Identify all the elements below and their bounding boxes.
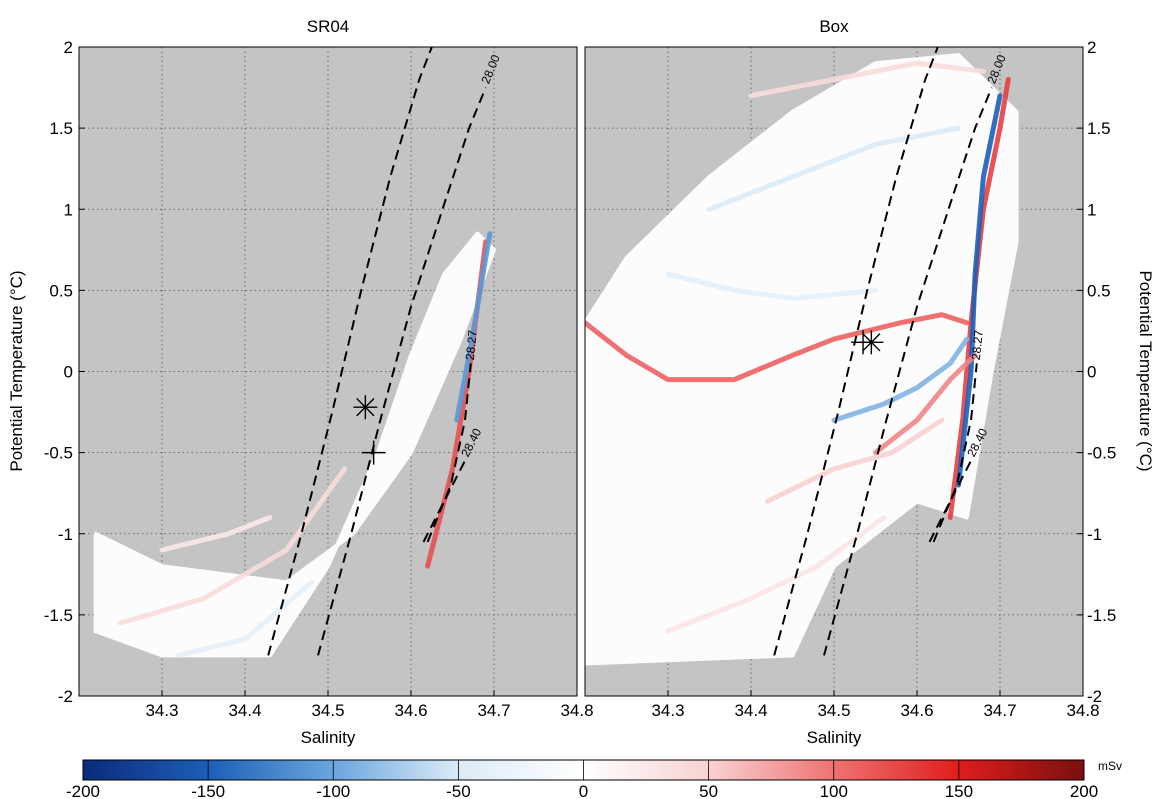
isopycnal-line bbox=[823, 87, 993, 656]
transport-track bbox=[707, 125, 961, 212]
y-tick-label: 2 bbox=[64, 38, 73, 57]
panel-title: Box bbox=[819, 17, 849, 36]
y-tick-label: -1 bbox=[1087, 525, 1102, 544]
colorbar-tick-label: 0 bbox=[579, 782, 588, 799]
y-axis-label: Potential Temperature (°C) bbox=[7, 270, 26, 471]
x-ticks: 34.3 34.4 34.5 34.6 34.7 34.8 bbox=[145, 690, 594, 720]
markers bbox=[851, 330, 884, 355]
colorbar-tick-label: 50 bbox=[699, 782, 718, 799]
y-tick-label: -2 bbox=[1087, 687, 1102, 706]
x-tick-label: 34.4 bbox=[734, 701, 767, 720]
isopycnal-label: 27.8 bbox=[931, 18, 953, 45]
y-tick-label: -0.5 bbox=[44, 444, 73, 463]
y-tick-label: -1.5 bbox=[1087, 606, 1116, 625]
x-tick-label: 34.8 bbox=[1066, 701, 1099, 720]
isopycnal-label: 28.27 bbox=[969, 329, 986, 361]
grid-lines bbox=[79, 46, 578, 697]
transport-track bbox=[873, 352, 978, 456]
transport-track bbox=[454, 231, 493, 423]
y-tick-label: -1 bbox=[58, 525, 73, 544]
colorbar-tick-label: 150 bbox=[945, 782, 973, 799]
x-tick-label: 34.6 bbox=[394, 701, 427, 720]
colorbar-tick-label: -100 bbox=[316, 782, 350, 799]
isopycnal-label: 28.27 bbox=[463, 329, 480, 361]
x-tick-label: 34.8 bbox=[560, 701, 593, 720]
colorbar: -200 -150 -100 -50 0 50 100 150 200 mSv bbox=[66, 759, 1122, 799]
y-tick-label: 2 bbox=[1087, 38, 1096, 57]
colorbar-tick-label: -150 bbox=[191, 782, 225, 799]
transport-track bbox=[118, 466, 348, 626]
x-axis-label: Salinity bbox=[807, 728, 862, 747]
y-tick-label: 0 bbox=[64, 363, 73, 382]
x-tick-label: 34.6 bbox=[900, 701, 933, 720]
transport-track bbox=[765, 417, 945, 504]
x-ticks: 34.3 34.4 34.5 34.6 34.7 34.8 bbox=[651, 690, 1100, 720]
y-tick-label: 1 bbox=[1087, 200, 1096, 219]
x-tick-label: 34.3 bbox=[651, 701, 684, 720]
y-ticks: -2 -1.5 -1 -0.5 0 0.5 1 1.5 2 bbox=[44, 38, 85, 706]
panel-title: SR04 bbox=[307, 17, 350, 36]
y-tick-label: 1.5 bbox=[49, 119, 73, 138]
plus-marker bbox=[361, 440, 386, 465]
x-tick-label: 34.5 bbox=[817, 701, 850, 720]
y-tick-label: 0.5 bbox=[49, 281, 73, 300]
y-tick-label: 0 bbox=[1087, 363, 1096, 382]
transport-track bbox=[831, 336, 970, 423]
y-axis-label: Potential Temperature (°C) bbox=[1136, 270, 1152, 471]
asterisk-marker bbox=[859, 330, 884, 355]
transport-track bbox=[665, 271, 878, 301]
water-mass-tracks bbox=[585, 53, 1019, 666]
transport-track bbox=[748, 60, 986, 99]
x-tick-label: 34.7 bbox=[983, 701, 1016, 720]
y-tick-label: -1.5 bbox=[44, 606, 73, 625]
transport-track bbox=[585, 312, 970, 383]
isopycnal-line bbox=[267, 47, 433, 656]
markers bbox=[353, 395, 386, 465]
transport-track bbox=[956, 93, 1003, 488]
x-tick-label: 34.7 bbox=[477, 701, 510, 720]
y-tick-label: -0.5 bbox=[1087, 444, 1116, 463]
colorbar-tick-label: -50 bbox=[446, 782, 471, 799]
transport-track bbox=[665, 515, 887, 634]
x-tick-label: 34.3 bbox=[145, 701, 178, 720]
transport-track bbox=[159, 515, 273, 553]
x-axis-label: Salinity bbox=[301, 728, 356, 747]
x-tick-label: 34.4 bbox=[228, 701, 261, 720]
y-ticks: -2 -1.5 -1 -0.5 0 0.5 1 1.5 2 bbox=[1077, 38, 1116, 706]
colorbar-unit: mSv bbox=[1098, 759, 1122, 773]
y-tick-label: 0.5 bbox=[1087, 281, 1111, 300]
isopycnal-line bbox=[317, 87, 487, 656]
isopycnal-line bbox=[773, 47, 939, 656]
y-tick-label: 1.5 bbox=[1087, 119, 1111, 138]
y-tick-label: 1 bbox=[64, 200, 73, 219]
x-tick-label: 34.5 bbox=[311, 701, 344, 720]
colorbar-tick-label: 200 bbox=[1070, 782, 1098, 799]
transport-track bbox=[176, 579, 314, 658]
data-cloud bbox=[585, 53, 1019, 666]
colorbar-tick-label: 100 bbox=[820, 782, 848, 799]
asterisk-marker bbox=[353, 395, 378, 420]
colorbar-ticks: -200 -150 -100 -50 0 50 100 150 200 bbox=[66, 760, 1098, 799]
isopycnal-label: 27.8 bbox=[425, 18, 447, 45]
y-tick-label: -2 bbox=[58, 687, 73, 706]
colorbar-tick-label: -200 bbox=[66, 782, 100, 799]
